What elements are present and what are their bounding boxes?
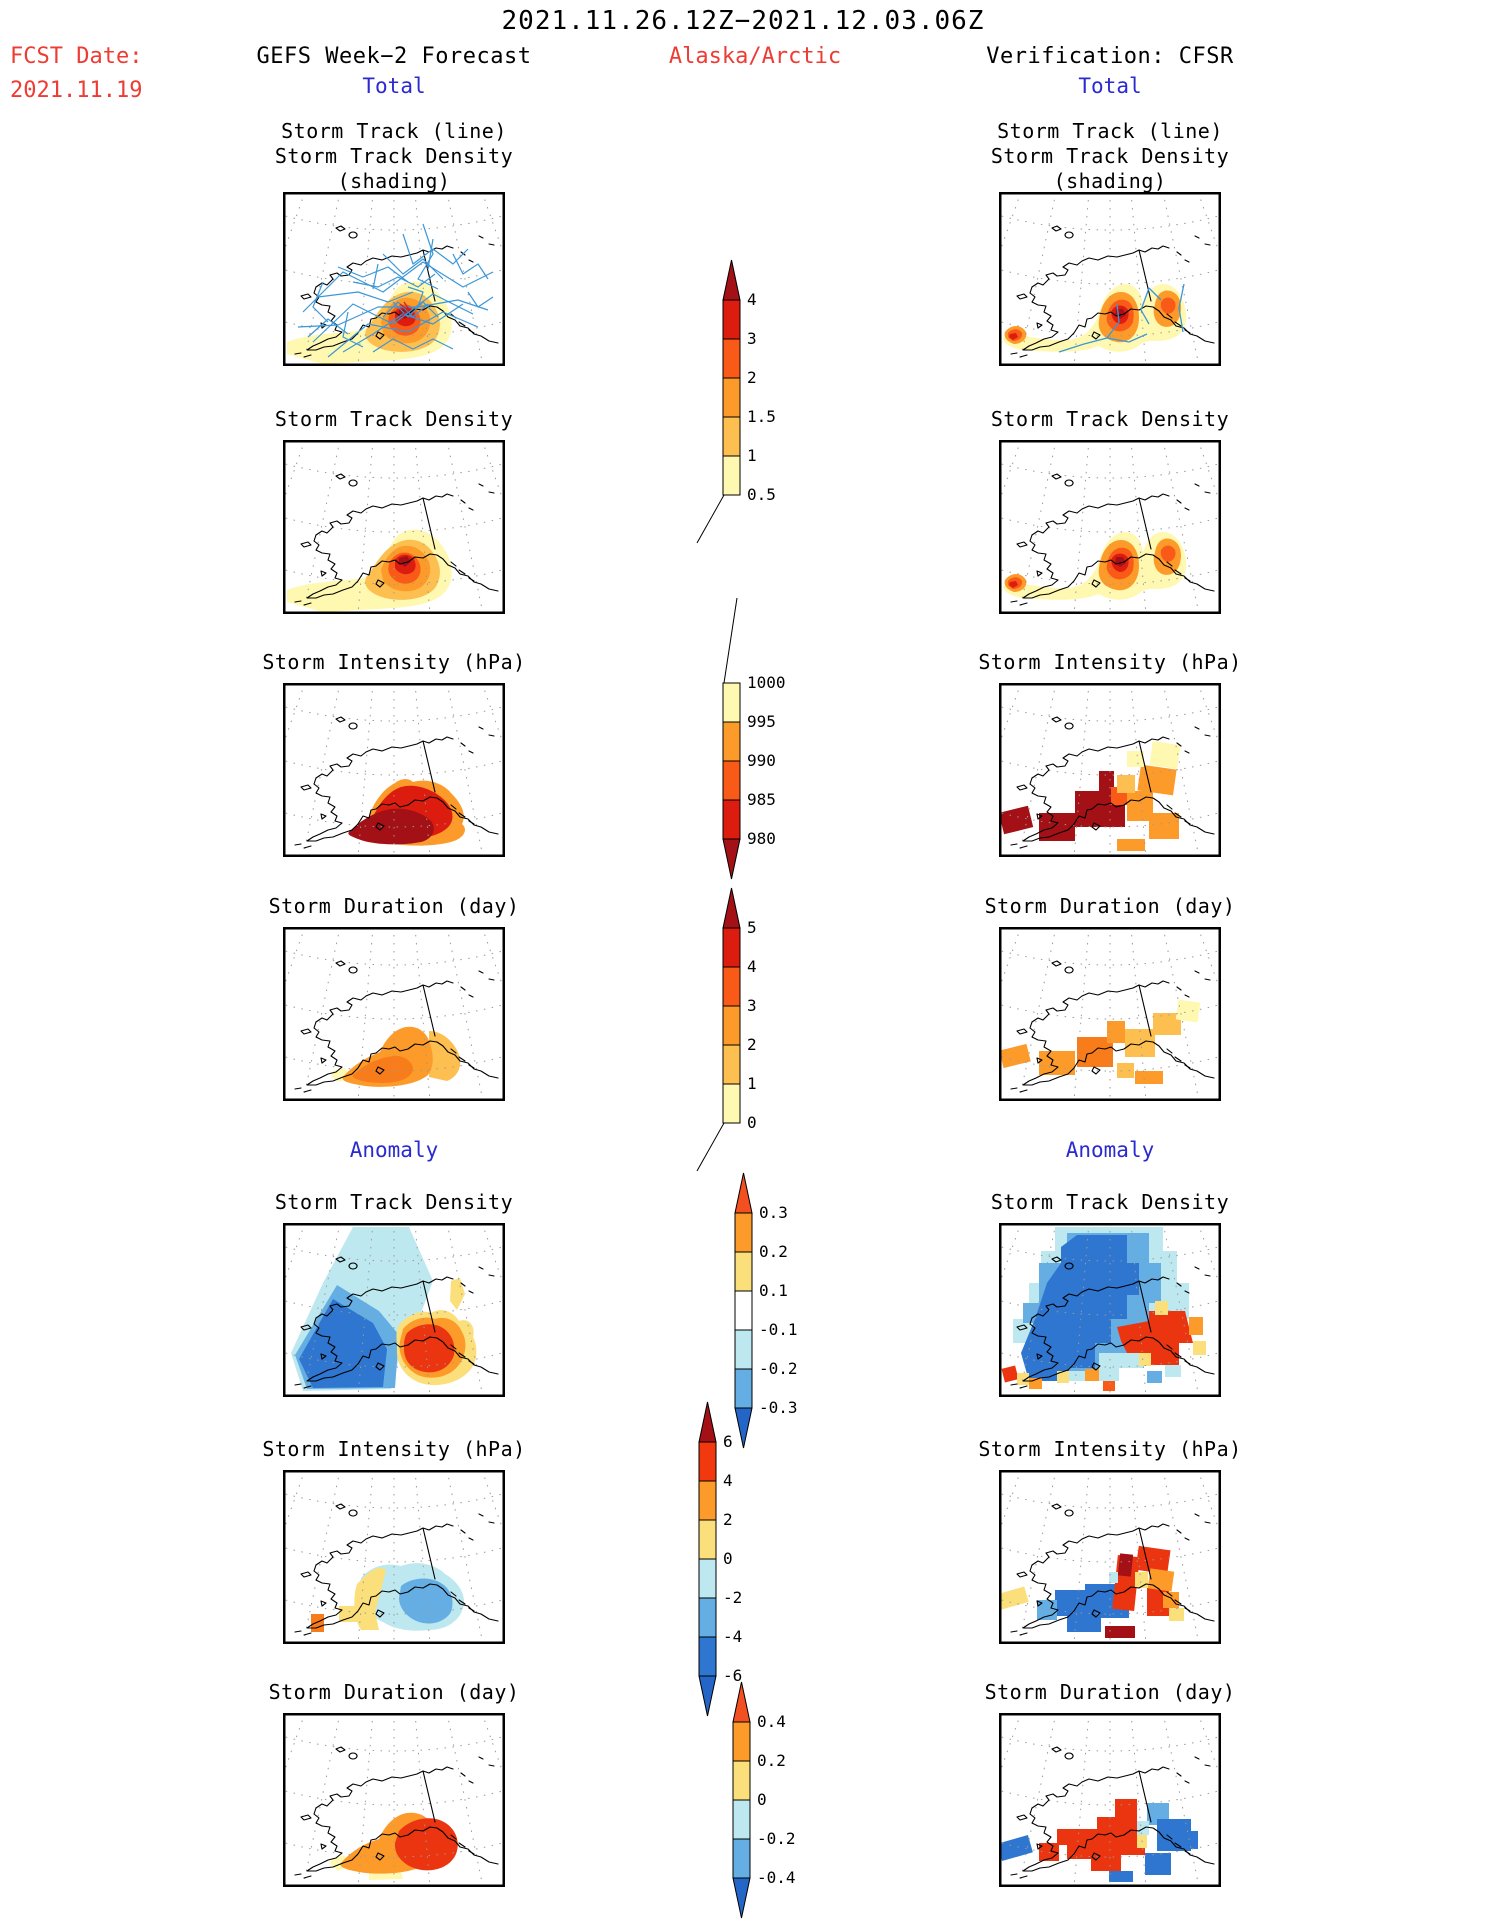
colorbar-label: 1.5: [747, 407, 776, 426]
colorbar-label: 990: [747, 751, 776, 770]
colorbar-label: 0.5: [747, 485, 776, 504]
panel-title-fcst-track: Storm Track (line) Storm Track Density (…: [274, 119, 514, 193]
panel-title-verif-duration: Storm Duration (day): [984, 894, 1236, 918]
map-verif-duration: [999, 927, 1221, 1101]
colorbar-label: 1000: [747, 673, 786, 692]
colorbar-label: 995: [747, 712, 776, 731]
right-section-total: Total: [1078, 74, 1142, 98]
fcst-date-value: 2021.11.19: [10, 78, 143, 103]
panel-title-verif-anom-density: Storm Track Density: [990, 1190, 1230, 1214]
colorbar-label: 0.3: [759, 1203, 788, 1222]
map-fcst-track-density: [283, 440, 505, 614]
panel-title-fcst-anom-density: Storm Track Density: [274, 1190, 514, 1214]
colorbar-label: 985: [747, 790, 776, 809]
left-section-total: Total: [362, 74, 426, 98]
colorbar-label: 980: [747, 829, 776, 848]
forecast-column-header: GEFS Week−2 Forecast: [256, 44, 532, 69]
panel-title-verif-anom-duration: Storm Duration (day): [984, 1680, 1236, 1704]
panel-title-fcst-anom-intensity: Storm Intensity (hPa): [262, 1437, 526, 1461]
panel-title-fcst-anom-duration: Storm Duration (day): [268, 1680, 520, 1704]
map-verif-anom-density: [999, 1223, 1221, 1397]
figure-title: 2021.11.26.12Z−2021.12.03.06Z: [501, 6, 985, 36]
map-fcst-anom-intensity: [283, 1470, 505, 1644]
colorbar-intensity-anomaly: 6 4 2 0 -2 -4 -6: [698, 1401, 742, 1717]
colorbar-label: 0.2: [757, 1751, 786, 1770]
colorbar-label: 5: [747, 918, 757, 937]
colorbar-label: -0.2: [757, 1829, 796, 1848]
colorbar-track-density-total: 4 3 2 1.5 1 0.5: [696, 259, 776, 544]
colorbar-label: -0.4: [757, 1868, 796, 1887]
panel-title-fcst-density: Storm Track Density: [274, 407, 514, 431]
map-fcst-track-line-density: [283, 192, 505, 366]
map-fcst-duration: [283, 927, 505, 1101]
colorbar-label: 0.1: [759, 1281, 788, 1300]
colorbar-label: 0.2: [759, 1242, 788, 1261]
map-fcst-intensity: [283, 683, 505, 857]
colorbar-label: 0: [747, 1113, 757, 1132]
panel-title-fcst-duration: Storm Duration (day): [268, 894, 520, 918]
panel-title-verif-anom-intensity: Storm Intensity (hPa): [978, 1437, 1242, 1461]
map-fcst-anom-duration: [283, 1713, 505, 1887]
colorbar-label: 4: [723, 1471, 733, 1490]
colorbar-label: 1: [747, 1074, 757, 1093]
fcst-date-label: FCST Date:: [10, 44, 143, 69]
colorbar-label: -0.1: [759, 1320, 798, 1339]
fcst-date-block: FCST Date: 2021.11.19: [10, 40, 230, 108]
colorbar-label: -4: [723, 1627, 742, 1646]
colorbar-label: -2: [723, 1588, 742, 1607]
verification-column-header: Verification: CFSR: [986, 44, 1234, 69]
colorbar-duration-anomaly: 0.4 0.2 0 -0.2 -0.4: [732, 1681, 796, 1919]
map-verif-anom-intensity: [999, 1470, 1221, 1644]
colorbar-duration-total: 5 4 3 2 1 0: [696, 887, 757, 1172]
colorbar-label: 4: [747, 290, 757, 309]
region-label: Alaska/Arctic: [668, 44, 842, 69]
map-fcst-anom-density: [283, 1223, 505, 1397]
colorbar-label: 4: [747, 957, 757, 976]
map-verif-anom-duration: [999, 1713, 1221, 1887]
colorbar-label: 6: [723, 1432, 733, 1451]
colorbar-track-density-anomaly: 0.3 0.2 0.1 -0.1 -0.2 -0.3: [734, 1172, 798, 1449]
left-section-anomaly: Anomaly: [349, 1138, 439, 1162]
colorbar-label: 0: [757, 1790, 767, 1809]
colorbar-label: 0: [723, 1549, 733, 1568]
panel-title-verif-intensity: Storm Intensity (hPa): [978, 650, 1242, 674]
colorbar-label: -0.2: [759, 1359, 798, 1378]
panel-title-verif-track: Storm Track (line) Storm Track Density (…: [990, 119, 1230, 193]
colorbar-label: 2: [747, 1035, 757, 1054]
map-verif-track-density: [999, 440, 1221, 614]
colorbar-label: 1: [747, 446, 757, 465]
colorbar-label: 3: [747, 329, 757, 348]
colorbar-label: 0.4: [757, 1712, 786, 1731]
colorbar-label: -0.3: [759, 1398, 798, 1417]
colorbar-label: 2: [723, 1510, 733, 1529]
map-verif-intensity: [999, 683, 1221, 857]
map-verif-track-line-density: [999, 192, 1221, 366]
panel-title-fcst-intensity: Storm Intensity (hPa): [262, 650, 526, 674]
colorbar-intensity-total: 1000 995 990 985 980: [722, 597, 786, 880]
panel-title-verif-density: Storm Track Density: [990, 407, 1230, 431]
colorbar-label: 2: [747, 368, 757, 387]
right-section-anomaly: Anomaly: [1065, 1138, 1155, 1162]
colorbar-label: -6: [723, 1666, 742, 1685]
colorbar-label: 3: [747, 996, 757, 1015]
